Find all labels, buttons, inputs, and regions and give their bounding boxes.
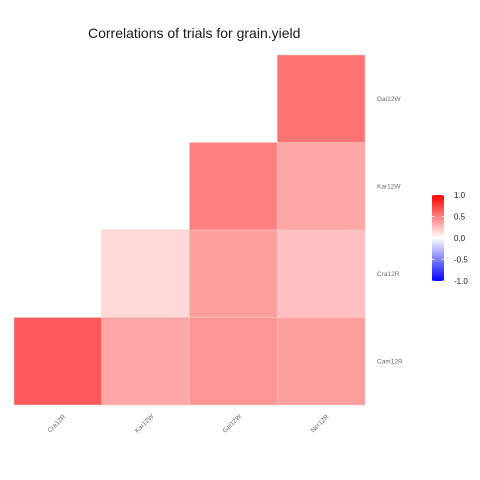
x-tick-label: Kar12W: [134, 413, 156, 435]
y-tick-label: Cra12R: [377, 271, 400, 278]
heatmap-cell-Cra12R-Cam12R: [14, 318, 102, 406]
legend-tick-label: 0.0: [454, 234, 466, 243]
heatmap-cell-Kar12W-Cra12R: [102, 230, 190, 318]
y-tick-label: Gai12W: [377, 96, 401, 103]
heatmap-cell-Ner12R-Cra12R: [277, 230, 365, 318]
heatmap-cell-Ner12R-Gai12W: [277, 55, 365, 143]
heatmap-cell-Gai12W-Kar12W: [190, 143, 278, 231]
y-axis-labels: Cam12R Cra12R Kar12W Gai12W: [377, 96, 403, 366]
heatmap-cell-Ner12R-Kar12W: [277, 143, 365, 231]
x-axis-labels: Cra12R Kar12W Gai12W Ner12R: [46, 413, 330, 435]
legend-tick-label: -1.0: [454, 277, 468, 286]
legend-tick-label: 0.5: [454, 213, 466, 222]
heatmap-cell-Gai12W-Cam12R: [190, 318, 278, 406]
heatmap-cell-Gai12W-Cra12R: [190, 230, 278, 318]
legend-tick-label: 1.0: [454, 191, 466, 200]
heatmap-cell-Kar12W-Cam12R: [102, 318, 190, 406]
legend-tick-label: -0.5: [454, 256, 468, 265]
heatmap-cell-Ner12R-Cam12R: [277, 318, 365, 406]
chart-title: Correlations of trials for grain.yield: [88, 25, 300, 41]
x-tick-label: Ner12R: [310, 413, 331, 434]
color-legend: 1.0 0.5 0.0 -0.5 -1.0: [432, 191, 468, 286]
x-tick-label: Cra12R: [46, 413, 67, 434]
x-tick-label: Gai12W: [222, 413, 244, 435]
y-tick-label: Cam12R: [377, 358, 403, 365]
heatmap-cells: [14, 55, 365, 405]
y-tick-label: Kar12W: [377, 183, 401, 190]
